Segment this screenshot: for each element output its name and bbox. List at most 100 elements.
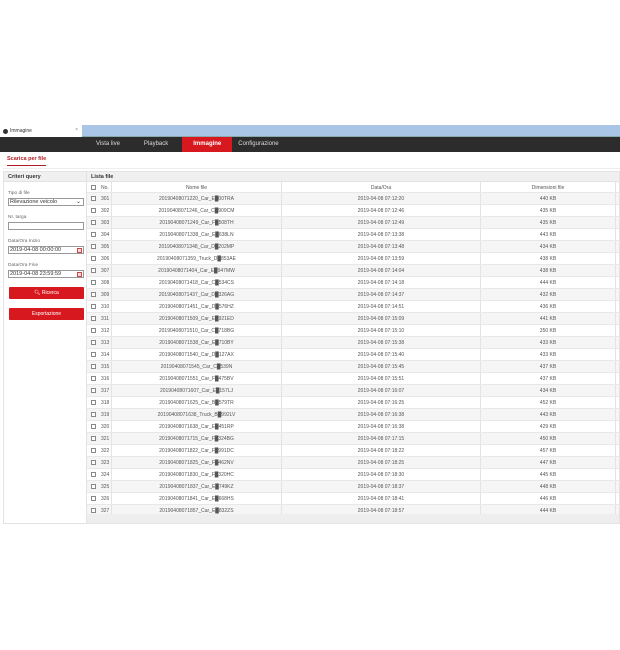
table-row[interactable]: 324 20190408071830_Car_F█320HC 2019-04-0…	[87, 469, 619, 481]
table-row[interactable]: 303 20190408071249_Car_F█508TH 2019-04-0…	[87, 217, 619, 229]
row-file-name: 20190408071510_Car_C█718BG	[112, 325, 282, 336]
row-checkbox[interactable]	[90, 400, 96, 405]
row-file-name: 20190408071841_Car_E█668HS	[112, 493, 282, 504]
row-checkbox[interactable]	[90, 292, 96, 297]
row-checkbox[interactable]	[90, 208, 96, 213]
row-no: 308	[99, 277, 112, 288]
table-row[interactable]: 304 20190408071338_Car_E█638LN 2019-04-0…	[87, 229, 619, 241]
row-checkbox[interactable]	[90, 496, 96, 501]
end-datetime-input[interactable]: 2019-04-08 23:59:59	[8, 270, 84, 278]
table-row[interactable]: 312 20190408071510_Car_C█718BG 2019-04-0…	[87, 325, 619, 337]
table-row[interactable]: 323 20190408071825_Car_F█462NV 2019-04-0…	[87, 457, 619, 469]
col-file-name[interactable]: Nome file	[112, 182, 282, 192]
row-checkbox[interactable]	[90, 376, 96, 381]
select-all-checkbox[interactable]	[90, 184, 96, 190]
row-checkbox[interactable]	[90, 268, 96, 273]
row-file-name: 20190408071540_Car_D█127AX	[112, 349, 282, 360]
table-row[interactable]: 316 20190408071551_Car_F█475BV 2019-04-0…	[87, 373, 619, 385]
table-row[interactable]: 314 20190408071540_Car_D█127AX 2019-04-0…	[87, 349, 619, 361]
nav-immagine[interactable]: Immagine	[182, 137, 233, 152]
row-checkbox[interactable]	[90, 280, 96, 285]
row-checkbox[interactable]	[90, 220, 96, 225]
row-file-name: 20190408071625_Car_B█579TR	[112, 397, 282, 408]
row-checkbox[interactable]	[90, 256, 96, 261]
row-size: 434 KB	[481, 385, 616, 396]
table-row[interactable]: 319 20190408071638_Truck_B█992LV 2019-04…	[87, 409, 619, 421]
row-checkbox[interactable]	[90, 244, 96, 249]
row-file-name: 20190408071551_Car_F█475BV	[112, 373, 282, 384]
row-checkbox[interactable]	[90, 328, 96, 333]
table-row[interactable]: 310 20190408071451_Car_D█576HZ 2019-04-0…	[87, 301, 619, 313]
row-checkbox[interactable]	[90, 388, 96, 393]
row-datetime: 2019-04-08 07:12:46	[282, 205, 481, 216]
col-size[interactable]: Dimensioni file	[481, 182, 616, 192]
table-row[interactable]: 308 20190408071418_Car_C█534CS 2019-04-0…	[87, 277, 619, 289]
file-type-select[interactable]: Rilevazione veicolo ⌄	[8, 198, 84, 206]
table-row[interactable]: 320 20190408071638_Car_E█451RP 2019-04-0…	[87, 421, 619, 433]
table-row[interactable]: 318 20190408071625_Car_B█579TR 2019-04-0…	[87, 397, 619, 409]
table-row[interactable]: 311 20190408071509_Car_E█921ED 2019-04-0…	[87, 313, 619, 325]
table-row[interactable]: 306 20190408071359_Truck_D█853AE 2019-04…	[87, 253, 619, 265]
nav-playback[interactable]: Playback	[143, 141, 169, 147]
row-checkbox[interactable]	[90, 436, 96, 441]
row-checkbox[interactable]	[90, 472, 96, 477]
row-checkbox[interactable]	[90, 352, 96, 357]
row-file-name: 20190408071837_Car_E█749KZ	[112, 481, 282, 492]
row-checkbox[interactable]	[90, 340, 96, 345]
nav-configurazione[interactable]: Configurazione	[238, 141, 279, 147]
row-file-name: 20190408071418_Car_C█534CS	[112, 277, 282, 288]
table-row[interactable]: 309 20190408071437_Car_D█326AG 2019-04-0…	[87, 289, 619, 301]
table-row[interactable]: 325 20190408071837_Car_E█749KZ 2019-04-0…	[87, 481, 619, 493]
row-file-name: 20190408071348_Car_D█202MP	[112, 241, 282, 252]
close-tab-icon[interactable]: ×	[75, 127, 78, 133]
export-button[interactable]: Esportazione	[9, 308, 84, 320]
tab-scarica-per-file[interactable]: Scarica per file	[7, 156, 47, 166]
table-row[interactable]: 321 20190408071715_Car_F█324BG 2019-04-0…	[87, 433, 619, 445]
row-file-name: 20190408071638_Car_E█451RP	[112, 421, 282, 432]
row-file-name: 20190408071451_Car_D█576HZ	[112, 301, 282, 312]
table-row[interactable]: 301 20190408071220_Car_E█00TRA 2019-04-0…	[87, 193, 619, 205]
nav-vista-live[interactable]: Vista live	[96, 141, 120, 147]
row-checkbox[interactable]	[90, 316, 96, 321]
row-checkbox[interactable]	[90, 460, 96, 465]
row-checkbox[interactable]	[90, 196, 96, 201]
col-no[interactable]: No.	[99, 182, 112, 192]
plate-input[interactable]	[8, 222, 84, 230]
table-header: No. Nome file Data/Ora Dimensioni file	[87, 182, 619, 193]
calendar-icon[interactable]	[77, 248, 82, 253]
row-checkbox[interactable]	[90, 304, 96, 309]
table-row[interactable]: 313 20190408071538_Car_E█710BY 2019-04-0…	[87, 337, 619, 349]
row-no: 321	[99, 433, 112, 444]
table-row[interactable]: 317 20190408071607_Car_E█157LJ 2019-04-0…	[87, 385, 619, 397]
row-file-name: 20190408071538_Car_E█710BY	[112, 337, 282, 348]
row-datetime: 2019-04-08 07:13:59	[282, 253, 481, 264]
table-row[interactable]: 322 20190408071822_Car_F█991DC 2019-04-0…	[87, 445, 619, 457]
table-row[interactable]: 326 20190408071841_Car_E█668HS 2019-04-0…	[87, 493, 619, 505]
search-button[interactable]: 🔍︎ Ricerca	[9, 287, 84, 299]
col-datetime[interactable]: Data/Ora	[282, 182, 481, 192]
row-no: 324	[99, 469, 112, 480]
table-row[interactable]: 302 20190408071246_Car_C█909CM 2019-04-0…	[87, 205, 619, 217]
row-datetime: 2019-04-08 07:18:57	[282, 505, 481, 516]
row-checkbox[interactable]	[90, 508, 96, 513]
row-no: 318	[99, 397, 112, 408]
start-datetime-input[interactable]: 2019-04-08 00:00:00	[8, 246, 84, 254]
row-no: 315	[99, 361, 112, 372]
row-checkbox[interactable]	[90, 448, 96, 453]
row-checkbox[interactable]	[90, 364, 96, 369]
row-checkbox[interactable]	[90, 484, 96, 489]
table-row[interactable]: 315 20190408071545_Car_C█539N 2019-04-08…	[87, 361, 619, 373]
horizontal-scrollbar[interactable]	[87, 514, 619, 523]
row-datetime: 2019-04-08 07:17:15	[282, 433, 481, 444]
table-row[interactable]: 305 20190408071348_Car_D█202MP 2019-04-0…	[87, 241, 619, 253]
row-file-name: 20190408071359_Truck_D█853AE	[112, 253, 282, 264]
calendar-icon[interactable]	[77, 272, 82, 277]
row-datetime: 2019-04-08 07:15:10	[282, 325, 481, 336]
table-row[interactable]: 307 20190408071404_Car_E█947MW 2019-04-0…	[87, 265, 619, 277]
row-file-name: 20190408071246_Car_C█909CM	[112, 205, 282, 216]
row-checkbox[interactable]	[90, 232, 96, 237]
row-checkbox[interactable]	[90, 412, 96, 417]
row-size: 350 KB	[481, 325, 616, 336]
browser-tab[interactable]: Immagine ×	[0, 125, 82, 137]
row-checkbox[interactable]	[90, 424, 96, 429]
